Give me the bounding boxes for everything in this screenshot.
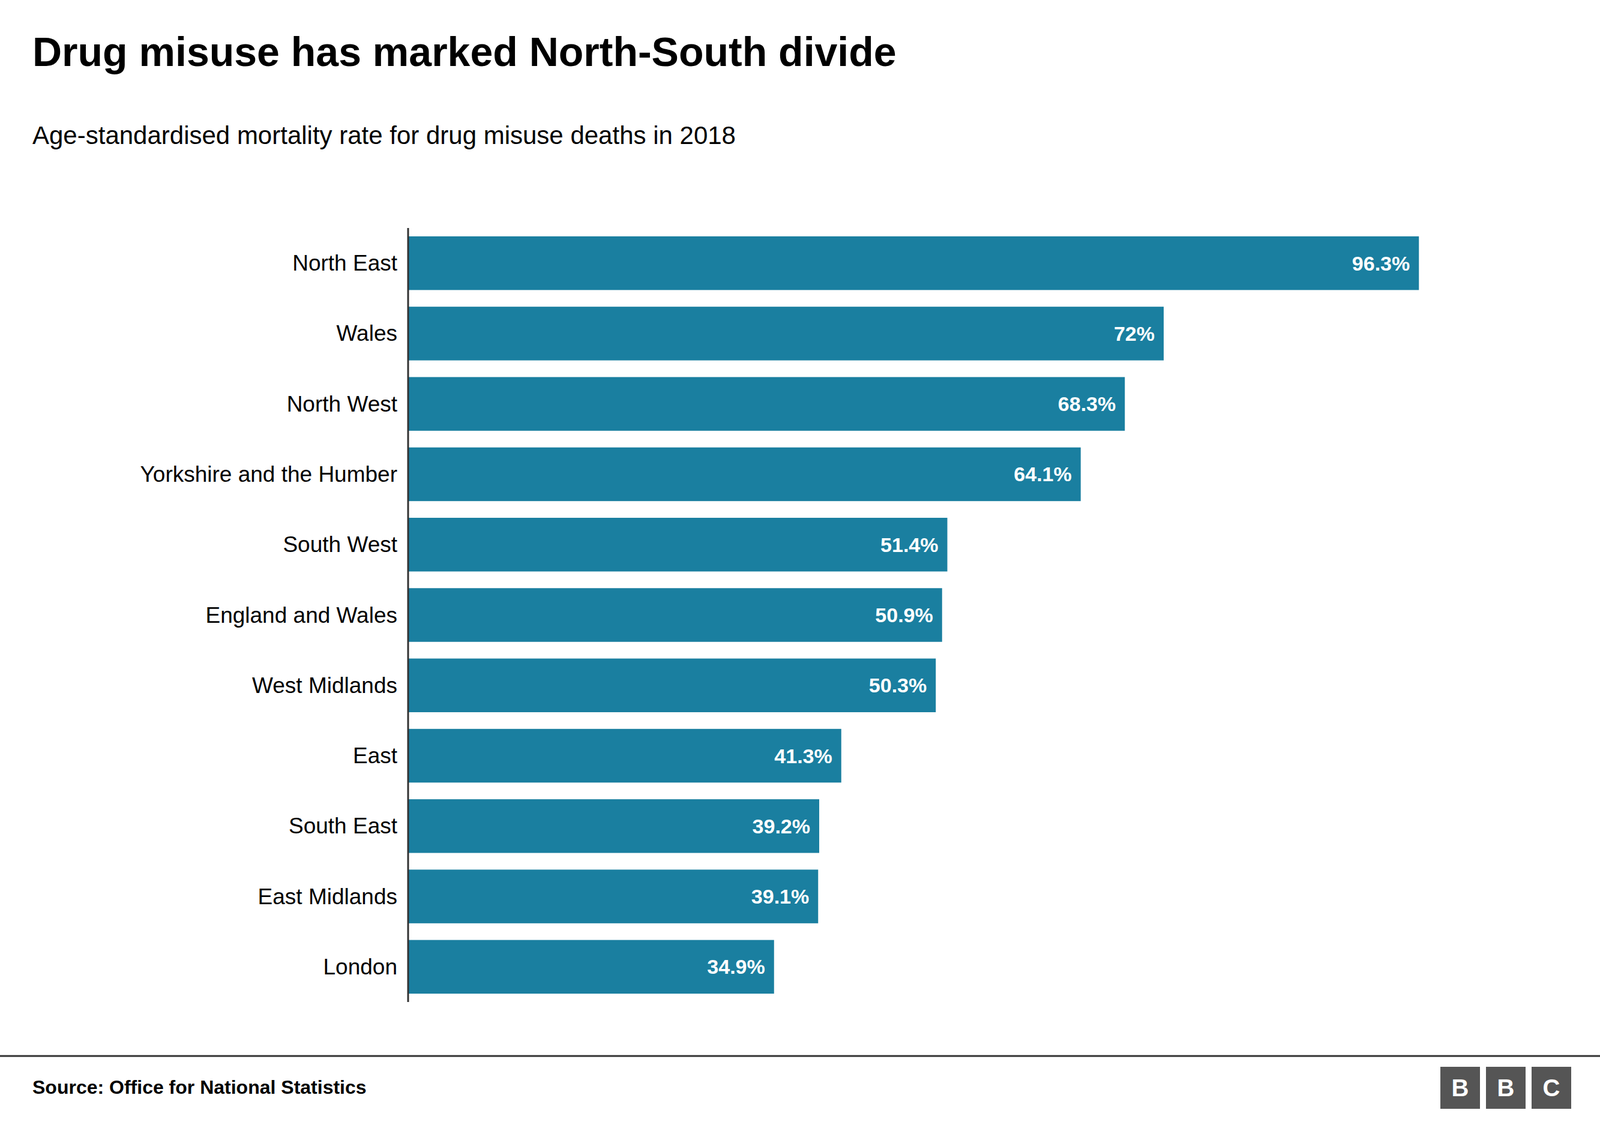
y-tick-label: London [323,954,398,980]
bar [408,798,820,854]
logo-letter: B [1451,1074,1470,1102]
data-label: 41.3% [774,744,832,768]
logo-box [1440,1067,1480,1110]
y-tick-label: East Midlands [258,884,398,910]
subtitle: Age-standardised mortality rate for drug… [32,121,736,150]
bar [408,447,1082,502]
background [0,0,1600,1125]
logo-box [1531,1067,1572,1110]
y-tick-labels: North East Wales North West Yorkshire and t… [140,250,398,980]
y-tick-label: North West [286,391,398,417]
title: Drug misuse has marked North-South divid… [32,28,897,75]
chart-root: Drug misuse has marked North-South divid… [0,0,1600,1125]
logo-letter: B [1497,1074,1515,1102]
bar [408,728,843,784]
data-label: 34.9% [706,955,765,979]
data-label: 72% [1113,322,1155,346]
y-tick-label: East [352,743,398,769]
data-label: 96.3% [1352,252,1410,275]
y-tick-label: South East [288,813,398,839]
y-tick-label: Wales [336,321,398,346]
logo-box [1485,1067,1526,1110]
logo-letter: C [1542,1074,1561,1102]
data-label: 50.3% [869,673,927,697]
y-tick-label: England and Wales [205,603,398,628]
bar [408,517,949,572]
logo: BBC [1440,1067,1572,1110]
y-tick-label: North East [292,250,398,276]
footer-rule [0,1055,1600,1058]
y-tick-label: Yorkshire and the Humber [140,462,398,487]
y-tick-label: West Midlands [252,673,398,698]
bar [408,939,775,995]
data-label: 50.9% [875,603,933,627]
bar [408,376,1126,431]
y-tick-label: South West [282,532,398,557]
data-label: 39.1% [751,885,810,909]
bar [408,306,1165,361]
data-label: 39.2% [752,815,811,838]
data-label: 51.4% [880,533,939,557]
bar [408,235,1420,291]
data-label: 64.1% [1013,462,1072,486]
bar [408,869,819,924]
data-labels: 96.3% 72% 68.3% 64.1% 51.4% 50.9% 50.3% 41.3% 39… [706,252,1410,979]
source: Source: Office for National Statistics [32,1076,367,1099]
bar [408,658,937,713]
bar [408,587,943,643]
bars [408,235,1420,995]
data-label: 68.3% [1058,392,1116,416]
y-axis-line [407,228,410,1003]
